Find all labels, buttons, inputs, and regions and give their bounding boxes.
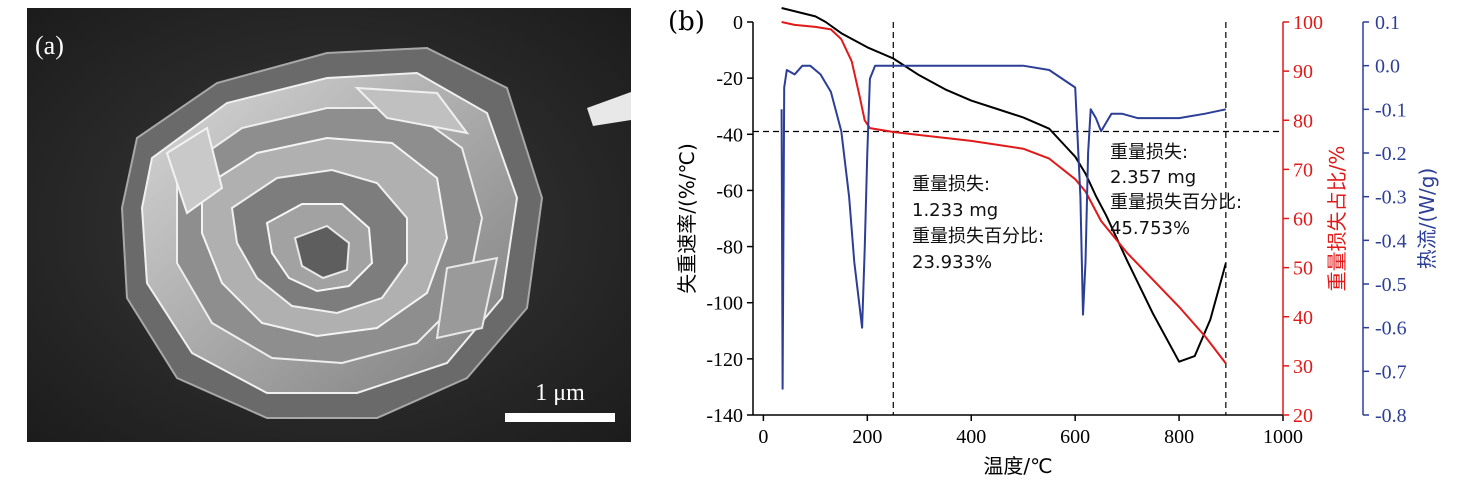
y-left-tick-label: -40 [716, 124, 743, 146]
y-right1-tick-label: 60 [1293, 209, 1313, 231]
y-left-tick-label: -20 [716, 68, 743, 90]
y-left-tick-label: 0 [733, 12, 743, 34]
x-tick-label: 1000 [1263, 426, 1303, 448]
y-right1-tick-label: 70 [1293, 159, 1313, 181]
dsc-curve [780, 64, 1227, 390]
axes-layer: 0 200 400 600 800 1000 0 -20 -40 -60 -80 -100 -120 -1… [675, 12, 1439, 478]
debris-particle [587, 92, 631, 126]
y-right2-tick-label: -0.8 [1375, 405, 1407, 427]
y-left-tick-label: -120 [706, 349, 743, 371]
y-right1-tick-label: 20 [1293, 405, 1313, 427]
y-right1-tick-label: 40 [1293, 307, 1313, 329]
annotation-second-line4: 45.753% [1110, 218, 1190, 239]
y-right2-tick-label: -0.5 [1375, 274, 1407, 296]
y-left-tick-label: -80 [716, 237, 743, 259]
x-tick-label: 600 [1060, 426, 1090, 448]
dtg-curve [781, 7, 1227, 363]
scale-bar-label: 1 μm [535, 380, 585, 406]
y-right1-tick-label: 90 [1293, 61, 1313, 83]
annotation-second-line3: 重量损失百分比: [1110, 192, 1242, 213]
x-tick-label: 800 [1164, 426, 1194, 448]
annotation-first-line4: 23.933% [912, 252, 992, 273]
tg-curve [781, 21, 1227, 365]
y-right1-tick-label: 30 [1293, 356, 1313, 378]
annotation-first-line2: 1.233 mg [912, 200, 998, 221]
y-right2-tick-label: -0.4 [1375, 230, 1407, 252]
annotation-first: 重量损失: 1.233 mg 重量损失百分比: 23.933% [912, 174, 1044, 273]
annotation-second: 重量损失: 2.357 mg 重量损失百分比: 45.753% [1110, 142, 1242, 239]
x-tick-label: 200 [852, 426, 882, 448]
annotation-first-line1: 重量损失: [912, 174, 990, 195]
x-axis-title: 温度/℃ [983, 454, 1052, 478]
y-right2-tick-label: -0.7 [1375, 361, 1407, 383]
y-left-tick-label: -140 [706, 405, 743, 427]
guide-lines [753, 22, 1283, 415]
annotation-second-line1: 重量损失: [1110, 142, 1188, 163]
y-right1-tick-label: 50 [1293, 258, 1313, 280]
y-right2-tick-label: 0.0 [1375, 56, 1400, 78]
y-left-tick-label: -60 [716, 180, 743, 202]
sem-micrograph: (a) 1 μm [27, 8, 631, 442]
y-right1-tick-label: 80 [1293, 110, 1313, 132]
y-right2-tick-label: -0.6 [1375, 318, 1407, 340]
rose-particle [120, 46, 544, 419]
x-tick-label: 400 [956, 426, 986, 448]
scale-bar [505, 413, 615, 422]
y-right2-tick-label: 0.1 [1375, 12, 1400, 34]
y-right1-axis-title: 重量损失占比/% [1325, 146, 1349, 292]
x-tick-label: 0 [758, 426, 768, 448]
annotation-second-line2: 2.357 mg [1110, 167, 1196, 188]
y-right1-tick-label: 100 [1293, 12, 1323, 34]
y-left-axis-title: 失重速率/(%/℃) [675, 143, 699, 294]
series-layer [780, 7, 1227, 390]
panel-b-label: (b) [668, 7, 705, 37]
y-right2-axis-title: 热流/(W/g) [1415, 168, 1439, 270]
panel-a-label: (a) [35, 31, 64, 60]
annotation-first-line3: 重量损失百分比: [912, 226, 1044, 247]
y-right2-tick-label: -0.3 [1375, 187, 1407, 209]
y-left-tick-label: -100 [706, 293, 743, 315]
y-right2-tick-label: -0.2 [1375, 143, 1407, 165]
y-right2-tick-label: -0.1 [1375, 99, 1407, 121]
